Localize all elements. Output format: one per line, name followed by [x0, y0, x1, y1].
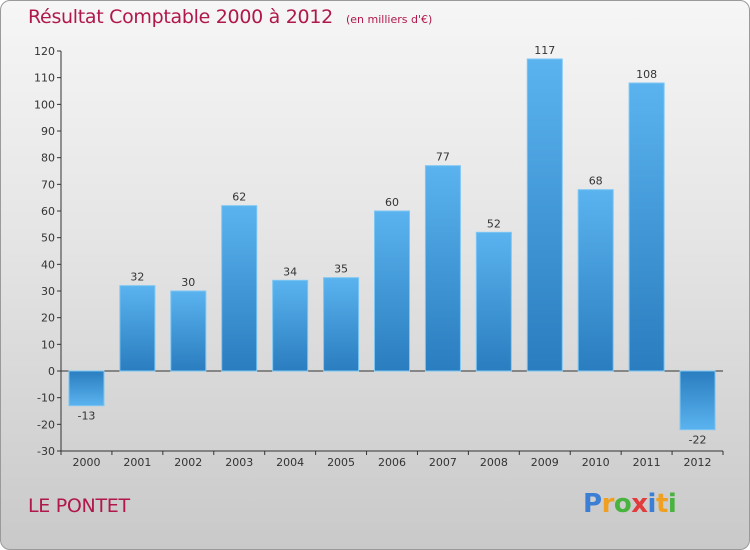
bar [272, 279, 309, 372]
y-tick-label: 90 [41, 125, 55, 138]
bar [221, 205, 258, 372]
bar [374, 210, 410, 372]
data-label: 68 [589, 175, 603, 188]
bar [119, 285, 156, 372]
x-tick-label: 2009 [531, 456, 559, 469]
logo-letter: o [613, 489, 632, 519]
y-tick-label: 100 [34, 98, 55, 111]
logo-letter: x [631, 489, 648, 519]
logo-letter: r [601, 489, 615, 519]
y-tick-label: 20 [41, 312, 55, 325]
x-tick-label: 2006 [378, 456, 406, 469]
y-tick-label: 80 [41, 152, 55, 165]
logo-letter: i [667, 489, 677, 519]
y-tick-label: -20 [37, 418, 55, 431]
data-label: 34 [283, 265, 297, 278]
bar [424, 165, 461, 372]
x-tick-label: 2003 [225, 456, 253, 469]
data-label: -13 [77, 410, 95, 423]
chart-unit: (en milliers d'€) [345, 13, 433, 26]
y-tick-label: 110 [34, 72, 55, 85]
data-label: 32 [130, 271, 144, 284]
y-tick-label: 70 [41, 178, 55, 191]
bar [628, 82, 665, 372]
bar [170, 290, 207, 372]
x-tick-label: 2008 [480, 456, 508, 469]
bar [577, 189, 614, 372]
data-label: 108 [636, 68, 657, 81]
y-tick-label: 40 [41, 258, 55, 271]
data-label: 62 [232, 191, 246, 204]
data-label: 52 [487, 217, 501, 230]
y-tick-label: 30 [41, 285, 55, 298]
y-tick-label: 0 [48, 365, 55, 378]
x-tick-label: 2005 [327, 456, 355, 469]
bar [323, 277, 360, 372]
x-tick-label: 2012 [684, 456, 712, 469]
y-tick-label: 50 [41, 232, 55, 245]
x-tick-label: 2011 [633, 456, 661, 469]
y-tick-label: 10 [41, 338, 55, 351]
bars [68, 58, 716, 431]
proxiti-logo: Proxiti [583, 489, 677, 519]
bar [679, 370, 716, 431]
y-tick-label: 60 [41, 205, 55, 218]
x-tick-label: 2004 [276, 456, 304, 469]
bar [526, 58, 563, 372]
x-tick-label: 2001 [123, 456, 151, 469]
x-tick-label: 2002 [174, 456, 202, 469]
data-label: 35 [334, 263, 348, 276]
x-tick-label: 2007 [429, 456, 457, 469]
data-labels: -13 32 30 62 34 35 60 77 52 117 68 108 -22 [77, 44, 706, 447]
chart-title: Résultat Comptable 2000 à 2012 [28, 6, 333, 28]
bar [68, 370, 105, 407]
logo-letter: t [655, 489, 668, 519]
data-label: 117 [534, 44, 555, 57]
data-label: -22 [689, 434, 707, 447]
logo-letter: P [583, 489, 602, 519]
data-label: 30 [181, 276, 195, 289]
bar [475, 231, 512, 372]
y-tick-label: -10 [37, 392, 55, 405]
x-tick-label: 2010 [582, 456, 610, 469]
x-tick-label: 2000 [72, 456, 100, 469]
y-tick-label: -30 [37, 445, 55, 458]
logo-letter: i [647, 489, 657, 519]
y-tick-label: 120 [34, 45, 55, 58]
title-line: Résultat Comptable 2000 à 2012 (en milli… [28, 6, 432, 28]
city-name: LE PONTET [28, 495, 130, 517]
data-label: 60 [385, 196, 399, 209]
data-label: 77 [436, 151, 450, 164]
